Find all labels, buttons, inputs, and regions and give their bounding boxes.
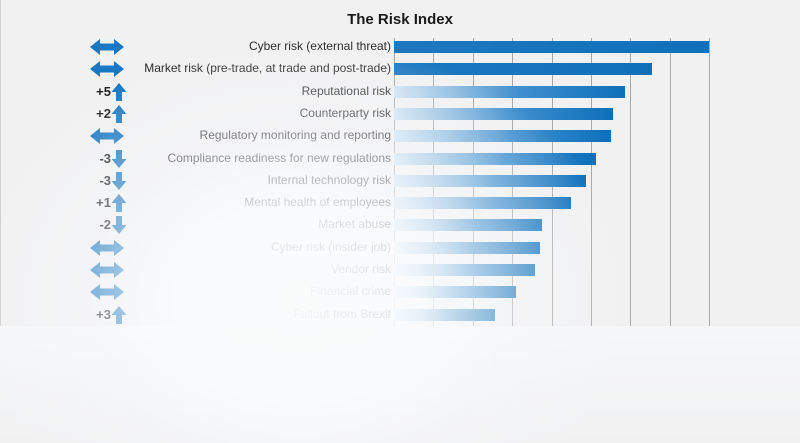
category-label: Reputational risk bbox=[301, 84, 391, 98]
category-label: Market abuse bbox=[318, 217, 391, 231]
double-arrow-icon bbox=[89, 238, 125, 258]
bar bbox=[394, 130, 611, 142]
chart-row: Regulatory monitoring and reporting bbox=[1, 125, 800, 147]
bar bbox=[394, 219, 542, 231]
chart-row: -2 Market abuse bbox=[1, 214, 800, 236]
chart-row: Vendor risk bbox=[1, 259, 800, 281]
chart-row: +2 Counterparty risk bbox=[1, 103, 800, 125]
chart-row: Cyber risk (insider job) bbox=[1, 237, 800, 259]
category-label: Mental health of employees bbox=[244, 195, 391, 209]
rank-change-value: -3 bbox=[99, 151, 111, 166]
rank-change-value: +1 bbox=[96, 195, 111, 210]
chart-title: The Risk Index bbox=[347, 11, 453, 28]
chart-row: -3 Compliance readiness for new regulatio… bbox=[1, 148, 800, 170]
bar bbox=[394, 63, 652, 75]
bar bbox=[394, 175, 586, 187]
rank-change-value: -3 bbox=[99, 173, 111, 188]
category-label: Market risk (pre-trade, at trade and pos… bbox=[144, 61, 391, 75]
double-arrow-icon bbox=[89, 260, 125, 280]
category-label: Financial crime bbox=[310, 284, 391, 298]
category-label: Counterparty risk bbox=[299, 106, 391, 120]
arrow-up-icon bbox=[111, 193, 127, 213]
bar bbox=[394, 242, 540, 254]
category-label: Vendor risk bbox=[330, 262, 391, 276]
double-arrow-icon bbox=[89, 37, 125, 57]
rank-change-value: +2 bbox=[96, 106, 111, 121]
rank-change-value: -2 bbox=[99, 217, 111, 232]
category-label: Fallout from Brexit bbox=[293, 307, 391, 321]
bar bbox=[394, 41, 709, 53]
bottom-fade bbox=[0, 326, 800, 443]
bar bbox=[394, 153, 596, 165]
chart-row: -3 Internal technology risk bbox=[1, 170, 800, 192]
bar bbox=[394, 264, 535, 276]
chart-row: +5 Reputational risk bbox=[1, 81, 800, 103]
chart-row: Market risk (pre-trade, at trade and pos… bbox=[1, 58, 800, 80]
rank-change-value: +3 bbox=[96, 307, 111, 322]
bar bbox=[394, 108, 613, 120]
category-label: Compliance readiness for new regulations bbox=[167, 151, 391, 165]
arrow-down-icon bbox=[111, 171, 127, 191]
category-label: Cyber risk (insider job) bbox=[270, 240, 391, 254]
chart-row: +3 Fallout from Brexit bbox=[1, 304, 800, 326]
bar bbox=[394, 286, 516, 298]
arrow-down-icon bbox=[111, 149, 127, 169]
rank-change-value: +5 bbox=[96, 84, 111, 99]
category-label: Internal technology risk bbox=[267, 173, 391, 187]
bar bbox=[394, 309, 495, 321]
chart-frame: The Risk Index Cyber risk (external thre… bbox=[0, 0, 800, 326]
arrow-down-icon bbox=[111, 215, 127, 235]
double-arrow-icon bbox=[89, 126, 125, 146]
arrow-up-icon bbox=[111, 305, 127, 325]
bar bbox=[394, 197, 571, 209]
chart-row: Financial crime bbox=[1, 281, 800, 303]
category-label: Regulatory monitoring and reporting bbox=[199, 128, 391, 142]
arrow-up-icon bbox=[111, 82, 127, 102]
double-arrow-icon bbox=[89, 282, 125, 302]
bar bbox=[394, 86, 625, 98]
double-arrow-icon bbox=[89, 59, 125, 79]
chart-row: +1 Mental health of employees bbox=[1, 192, 800, 214]
arrow-up-icon bbox=[111, 104, 127, 124]
chart-row: Cyber risk (external threat) bbox=[1, 36, 800, 58]
category-label: Cyber risk (external threat) bbox=[248, 39, 391, 53]
